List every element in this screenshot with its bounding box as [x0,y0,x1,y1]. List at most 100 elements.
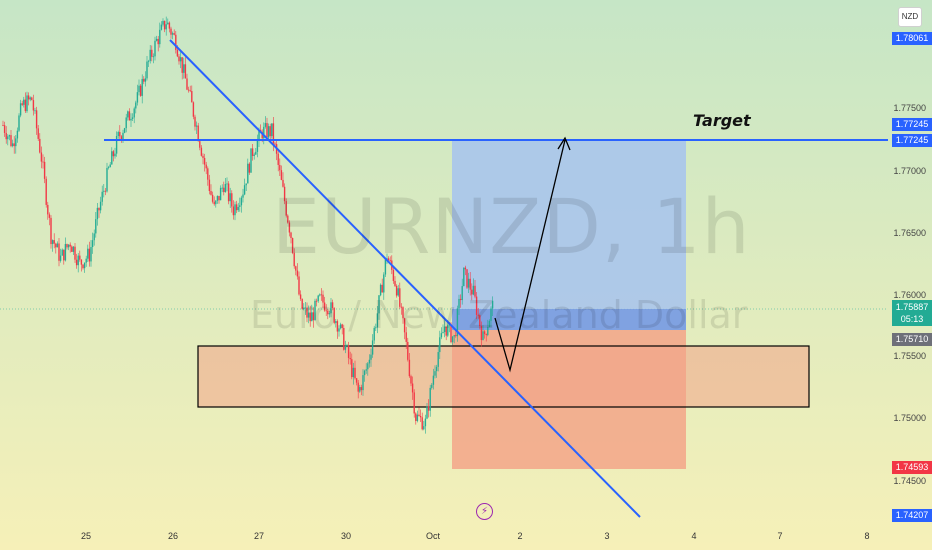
candle-body [323,302,326,311]
symbol-watermark: EURNZD, 1h [272,182,751,271]
candle-body [112,151,115,157]
candle-body [8,135,11,137]
candle-body [24,99,27,112]
lightning-event-icon[interactable]: ⚡ [476,503,493,520]
candle-body [192,102,195,117]
candle-body [371,340,374,355]
candle-body [472,285,475,295]
candle-body [195,125,198,127]
candle-body [301,298,303,309]
candle-body [344,345,347,350]
candle-body [365,369,367,371]
candle-body [10,135,12,147]
candle-body [74,246,76,260]
candle-body [311,312,313,322]
candle-body [232,206,235,216]
candle-body [200,147,203,156]
candle-body [63,249,65,261]
current-price-value: 1.75887 [895,302,929,312]
candle-body [251,148,254,156]
time-label: 3 [604,531,610,541]
time-label: 27 [253,531,265,541]
tag-target-bottom: 1.77245 [892,134,932,147]
candle-body [91,240,94,248]
candle-body [483,331,486,334]
candle-body [203,157,206,165]
candle-body [181,57,183,73]
candle-body [264,123,267,127]
demand-zone-box[interactable] [197,345,810,408]
candle-body [229,193,231,202]
candle-body [314,300,316,321]
candle-body [349,357,351,360]
candle-body [247,163,249,184]
candle-body [330,302,332,314]
time-label: 26 [167,531,179,541]
candle-body [474,285,476,297]
candle-body [61,249,63,256]
tick-1: 1.77000 [893,166,926,176]
candle-body [15,138,17,147]
candle-body [42,161,44,163]
candle-body [471,289,473,295]
tick-2: 1.76500 [893,228,926,238]
candle-body [379,284,382,296]
candle-body [107,167,110,168]
candle-body [355,378,358,383]
candle-body [5,132,7,140]
candle-body [490,308,492,321]
currency-button[interactable]: NZD [898,7,922,27]
projection-arrowhead [557,136,571,151]
candle-body [141,78,143,96]
candle-body [263,126,265,139]
projection-path[interactable] [494,139,566,373]
candle-body [303,308,305,309]
price-axis[interactable]: NZD 1.78061 1.77500 1.77245 1.77245 1.77… [888,0,932,550]
time-label: 2 [517,531,523,541]
candle-body [231,193,233,207]
candle-body [119,132,121,137]
candle-body [336,321,339,332]
candle-body [37,128,39,139]
descending-trendline[interactable] [169,39,641,518]
candle-body [480,326,483,341]
candle-body [122,132,124,140]
candle-body [362,375,364,391]
candle-body [351,359,353,378]
candle-body [75,259,78,266]
candle-body [51,240,54,245]
candle-body [368,359,371,364]
candle-body [434,371,436,376]
candle-body [202,155,204,158]
candle-body [90,247,92,262]
candle-body [79,255,81,260]
candle-body [373,327,375,341]
candle-body [48,214,51,218]
candle-body [487,327,489,336]
candle-body [333,308,335,323]
candle-body [103,190,105,192]
candle-body [299,294,302,299]
time-label: 30 [340,531,352,541]
candle-body [272,123,275,144]
candle-body [426,406,428,419]
profit-zone[interactable] [452,140,686,309]
candle-body [274,143,276,145]
tick-5: 1.75000 [893,413,926,423]
candle-body [424,418,427,427]
candle-body [432,375,435,385]
candle-body [467,278,470,288]
candle-body [389,260,391,261]
candle-body [191,91,193,103]
candle-body [168,22,171,29]
candle-body [27,95,30,100]
candle-body [211,194,214,202]
candle-body [415,413,417,421]
candle-body [135,102,137,109]
candle-body [162,20,164,25]
candle-body [189,90,191,92]
candle-body [221,187,223,189]
candle-body [298,276,300,295]
